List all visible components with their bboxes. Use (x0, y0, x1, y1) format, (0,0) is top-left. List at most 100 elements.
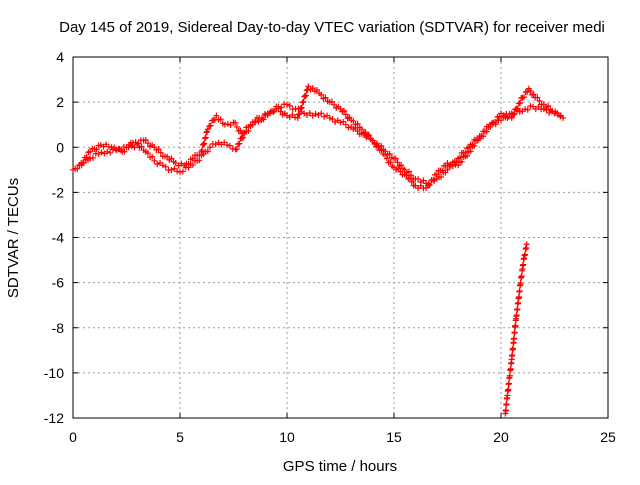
data-point (312, 111, 319, 118)
data-point (458, 158, 465, 165)
data-point (202, 134, 209, 141)
data-point (303, 87, 310, 94)
data-point (199, 147, 206, 154)
data-point (439, 167, 446, 174)
data-point (415, 176, 422, 183)
data-point (239, 134, 246, 141)
data-point (207, 122, 214, 129)
data-point (89, 154, 96, 161)
data-point (93, 146, 100, 153)
data-point (505, 386, 512, 393)
data-point (511, 111, 518, 118)
data-point (226, 142, 233, 149)
data-point (444, 166, 451, 173)
data-point (524, 88, 531, 95)
data-point (505, 380, 512, 387)
data-point (318, 91, 325, 98)
y-tick-label: -10 (44, 365, 64, 381)
data-point (426, 182, 433, 189)
data-point (522, 106, 529, 113)
data-point (149, 153, 156, 160)
data-point (496, 113, 503, 120)
data-point (503, 401, 510, 408)
data-point (358, 126, 365, 133)
data-point (144, 150, 151, 157)
data-point (331, 101, 338, 108)
data-point (383, 155, 390, 162)
data-point (297, 105, 304, 112)
data-point (321, 113, 328, 120)
data-point (387, 159, 394, 166)
data-point (286, 102, 293, 109)
data-point (203, 129, 210, 136)
data-point (151, 157, 158, 164)
data-point (398, 162, 405, 169)
data-point (104, 148, 111, 155)
data-point (295, 111, 302, 118)
data-series (70, 83, 567, 417)
data-point (405, 168, 412, 175)
data-point (177, 169, 183, 176)
data-point (302, 93, 309, 100)
data-point (261, 111, 268, 118)
data-point (224, 120, 231, 127)
data-point (299, 99, 306, 106)
data-point (298, 104, 305, 111)
data-point (168, 155, 175, 162)
chart-title: Day 145 of 2019, Sidereal Day-to-day VTE… (59, 19, 605, 36)
data-point (527, 87, 534, 94)
data-point (157, 149, 164, 156)
y-tick-label: -4 (52, 230, 65, 246)
data-point (236, 140, 243, 147)
data-point (232, 119, 239, 126)
data-point (510, 345, 517, 352)
data-point (87, 155, 94, 162)
data-point (74, 165, 81, 172)
y-tick-label: -2 (52, 184, 65, 200)
data-point (408, 178, 415, 185)
data-point (524, 106, 531, 113)
data-point (492, 118, 499, 125)
data-point (189, 155, 196, 162)
data-point (300, 98, 307, 105)
data-point (471, 142, 478, 149)
data-point (144, 140, 151, 147)
data-point (502, 407, 509, 414)
data-point (83, 154, 90, 161)
data-point (233, 123, 240, 130)
data-point (480, 133, 487, 140)
data-point (378, 146, 385, 153)
data-point (342, 121, 349, 128)
data-point (430, 176, 437, 183)
x-tick-label: 10 (279, 429, 295, 445)
x-axis-label: GPS time / hours (283, 458, 397, 475)
data-point (142, 137, 149, 144)
data-point (111, 144, 118, 151)
data-point (350, 118, 357, 125)
data-point (487, 123, 494, 130)
data-point (433, 171, 440, 178)
data-point (382, 151, 389, 158)
y-axis-label: SDTVAR / TECUs (5, 178, 22, 298)
data-point (189, 162, 196, 169)
data-point (506, 113, 513, 120)
data-point (116, 145, 123, 152)
data-point (530, 91, 537, 98)
data-point (342, 111, 349, 118)
data-point (371, 139, 378, 146)
data-point (233, 146, 240, 153)
data-point (196, 152, 203, 159)
data-point (438, 174, 445, 181)
data-point (523, 241, 530, 248)
data-point (407, 175, 414, 182)
data-point (275, 105, 282, 112)
data-point (270, 109, 277, 116)
data-point (536, 97, 543, 104)
data-point (294, 114, 301, 121)
data-point (511, 329, 518, 336)
data-point (508, 114, 515, 121)
data-point (201, 135, 208, 142)
data-point (204, 148, 211, 155)
data-point (174, 168, 181, 175)
data-point (185, 160, 192, 167)
